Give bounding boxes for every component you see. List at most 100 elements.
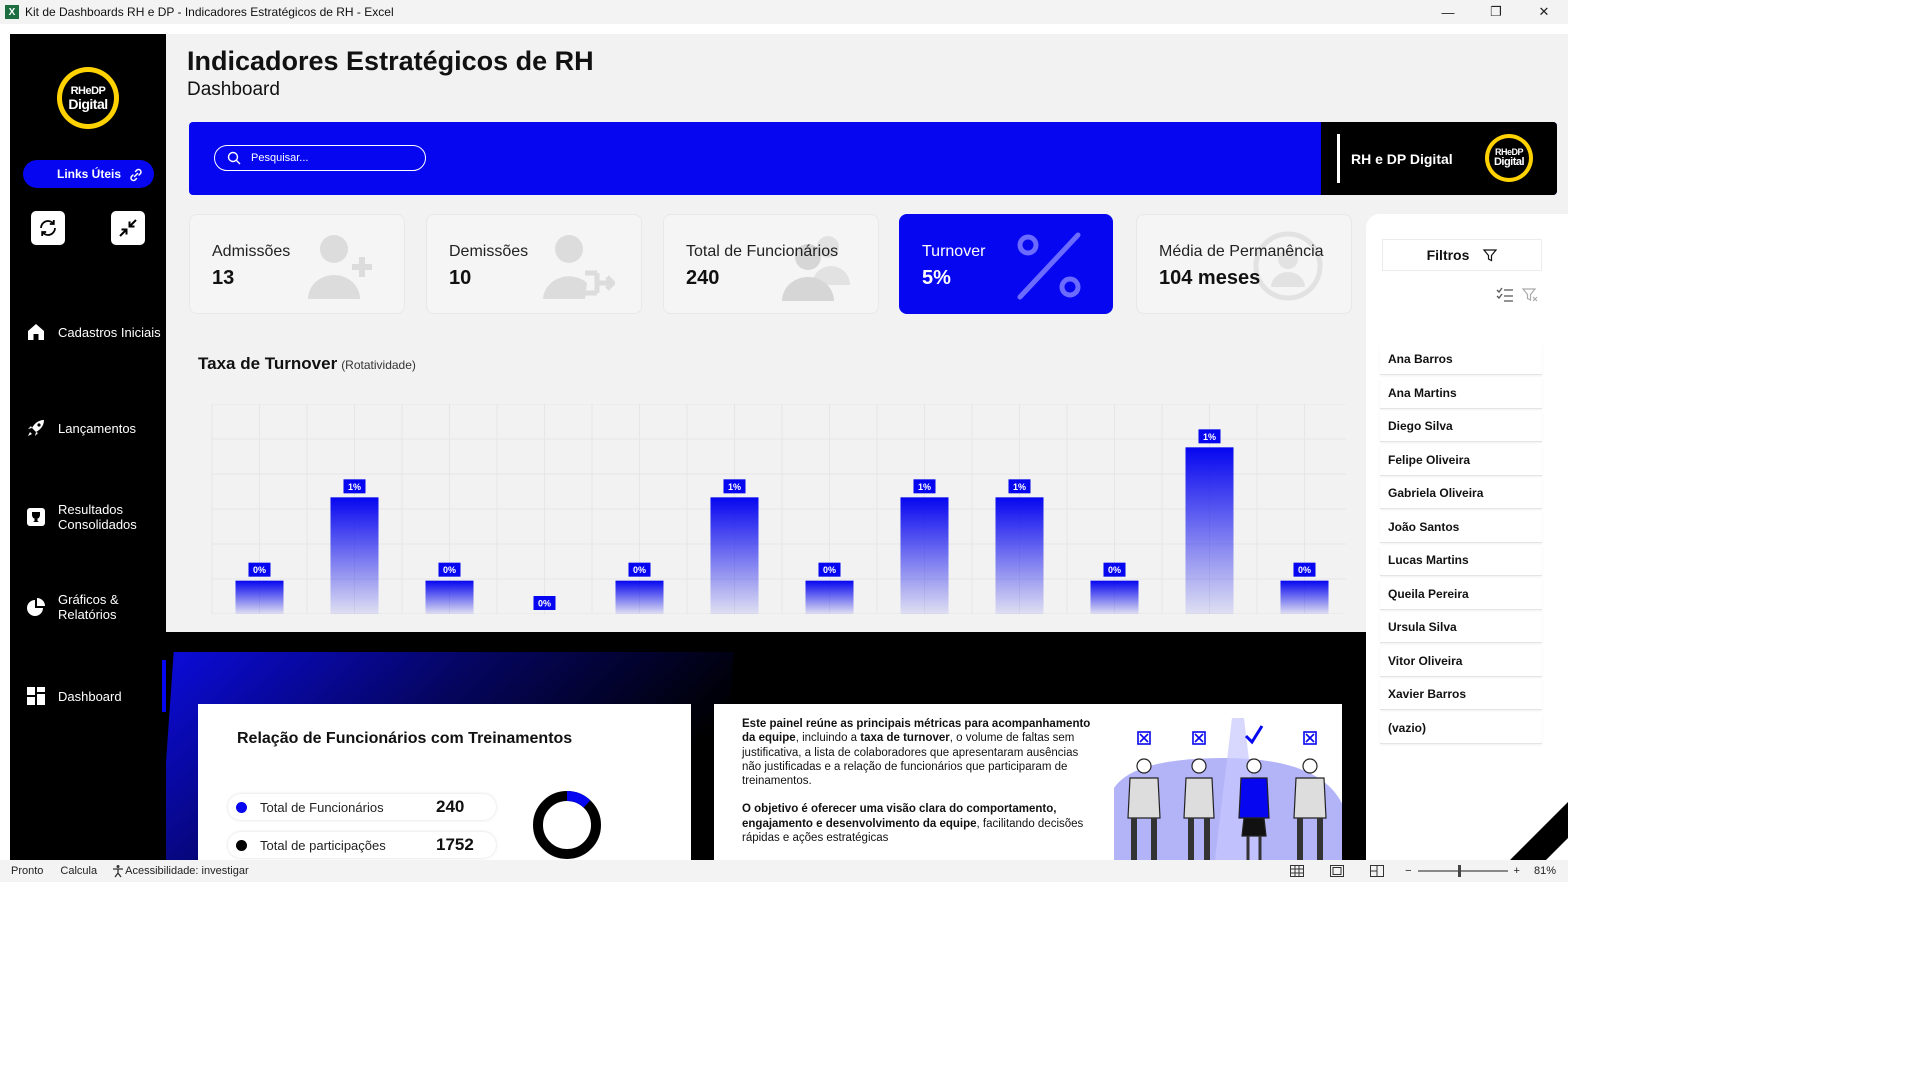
donut-segment-funcionarios — [533, 791, 601, 859]
bar-janeiro[interactable] — [235, 580, 284, 614]
nav-label: Resultados Consolidados — [58, 502, 137, 532]
home-icon — [28, 324, 44, 340]
nav-lancamentos[interactable]: Lançamentos — [26, 418, 166, 438]
kpi-admissoes[interactable]: Admissões 13 — [189, 214, 405, 314]
minimize-button[interactable]: — — [1441, 4, 1455, 20]
kpi-label: Total de Funcionários — [686, 243, 839, 260]
data-label-box — [533, 596, 556, 610]
filter-header: Filtros — [1382, 239, 1542, 271]
trophy-icon — [27, 508, 45, 526]
filter-item[interactable]: Ana Martins — [1380, 377, 1542, 409]
data-label-box — [343, 479, 366, 494]
refresh-icon — [40, 220, 56, 236]
add-user-icon — [308, 235, 372, 299]
nav-resultados-consolidados[interactable]: Resultados Consolidados — [26, 502, 166, 532]
brand-divider — [1337, 134, 1340, 183]
kpi-media-permanencia[interactable]: Média de Permanência 104 meses — [1136, 214, 1352, 314]
kpi-demissoes[interactable]: Demissões 10 — [426, 214, 642, 314]
percent-icon — [1017, 232, 1081, 300]
logo-text-line2: Digital — [68, 95, 108, 112]
data-label: 0% — [1108, 565, 1121, 575]
data-label-box — [913, 479, 936, 494]
filter-item[interactable]: Queila Pereira — [1380, 578, 1542, 610]
status-calc[interactable]: Calcula — [60, 865, 98, 877]
filter-item[interactable]: João Santos — [1380, 511, 1542, 543]
window-title: Kit de Dashboards RH e DP - Indicadores … — [25, 5, 394, 19]
nav-dashboard[interactable]: Dashboard — [26, 660, 166, 712]
training-row-participacoes: Total de participações 1752 — [228, 832, 496, 858]
accessibility-icon — [113, 865, 124, 878]
bar-março[interactable] — [425, 580, 474, 614]
bar-maio[interactable] — [615, 580, 664, 614]
filter-item[interactable]: Ursula Silva — [1380, 612, 1542, 643]
bar-agosto[interactable] — [900, 497, 949, 614]
accessibility-status[interactable]: Acessibilidade: investigar — [111, 864, 249, 878]
info-text: Este painel reúne as principais métricas… — [742, 717, 1092, 859]
nav-cadastros-iniciais[interactable]: Cadastros Iniciais — [26, 322, 166, 342]
filter-item[interactable]: Lucas Martins — [1380, 545, 1542, 576]
filter-item[interactable]: Vitor Oliveira — [1380, 645, 1542, 677]
filter-item[interactable]: Diego Silva — [1380, 411, 1542, 442]
restore-button[interactable]: ❐ — [1490, 4, 1502, 19]
clear-filter-icon[interactable] — [1522, 287, 1538, 303]
training-value: 1752 — [436, 835, 474, 854]
chart-title-text: Taxa de Turnover — [198, 354, 338, 373]
zoom-in-button[interactable]: + — [1513, 865, 1520, 877]
bar-julho[interactable] — [805, 580, 854, 614]
nav-graficos-relatorios[interactable]: Gráficos & Relatórios — [26, 592, 166, 622]
filter-item[interactable]: Xavier Barros — [1380, 679, 1542, 710]
filter-item[interactable]: Ana Barros — [1380, 344, 1542, 375]
normal-view-button[interactable] — [1277, 865, 1317, 877]
bar-fevereiro[interactable] — [330, 497, 379, 614]
legend-dot — [236, 839, 247, 851]
training-label: Total de participações — [260, 837, 386, 853]
legend-dot — [236, 801, 247, 813]
people-illustration — [1114, 718, 1342, 860]
bar-outubro[interactable] — [1090, 580, 1139, 614]
bar-junho[interactable] — [710, 497, 759, 614]
kpi-total-funcionarios[interactable]: Total de Funcionários 240 — [663, 214, 879, 314]
data-label-box — [438, 562, 461, 577]
filter-panel: Filtros Ana Barros Ana Martins Diego Silva… — [1366, 214, 1568, 860]
brand-logo-small: RHeDP Digital — [1485, 134, 1533, 182]
filter-item[interactable]: Gabriela Oliveira — [1380, 478, 1542, 509]
data-label: 1% — [1203, 432, 1216, 442]
zoom-level[interactable]: 81% — [1533, 865, 1556, 877]
search-input[interactable] — [251, 152, 401, 164]
logo-text-line1: RHeDP — [70, 84, 106, 97]
training-label: Total de Funcionários — [260, 799, 384, 815]
bar-novembro[interactable] — [1185, 447, 1234, 614]
data-label: 0% — [253, 565, 266, 575]
page-break-button[interactable] — [1357, 865, 1397, 877]
data-label-box — [1198, 429, 1221, 444]
refresh-button[interactable] — [31, 211, 65, 245]
data-label-box — [628, 562, 651, 577]
bar-dezembro[interactable] — [1280, 580, 1329, 614]
multi-select-icon[interactable] — [1496, 287, 1514, 303]
page-title: Indicadores Estratégicos de RH — [187, 46, 594, 76]
x-mark-icon — [1137, 731, 1317, 745]
decorative-stripe — [1510, 802, 1568, 860]
data-label-box — [818, 562, 841, 577]
rocket-icon — [28, 420, 44, 436]
links-uteis-button[interactable]: Links Úteis — [23, 160, 154, 188]
training-title: Relação de Funcionários com Treinamentos — [237, 730, 573, 747]
filter-item[interactable]: Felipe Oliveira — [1380, 444, 1542, 476]
zoom-slider[interactable] — [1417, 865, 1508, 877]
filter-item[interactable]: (vazio) — [1380, 712, 1542, 744]
page-layout-button[interactable] — [1317, 865, 1357, 877]
training-card: Relação de Funcionários com Treinamentos… — [198, 704, 691, 860]
zoom-out-button[interactable]: − — [1405, 865, 1412, 877]
kpi-label: Admissões — [212, 243, 291, 260]
kpi-value: 240 — [686, 267, 720, 289]
chart-subtitle: (Rotatividade) — [341, 358, 416, 372]
bar-setembro[interactable] — [995, 497, 1044, 614]
kpi-value: 104 meses — [1159, 267, 1261, 289]
collapse-button[interactable] — [111, 211, 145, 245]
search-box[interactable] — [214, 145, 426, 171]
collapse-icon — [119, 219, 137, 237]
links-uteis-label: Links Úteis — [57, 167, 122, 181]
kpi-turnover[interactable]: Turnover 5% — [899, 214, 1113, 314]
person-1 — [1127, 758, 1161, 860]
close-button[interactable]: ✕ — [1538, 4, 1550, 19]
